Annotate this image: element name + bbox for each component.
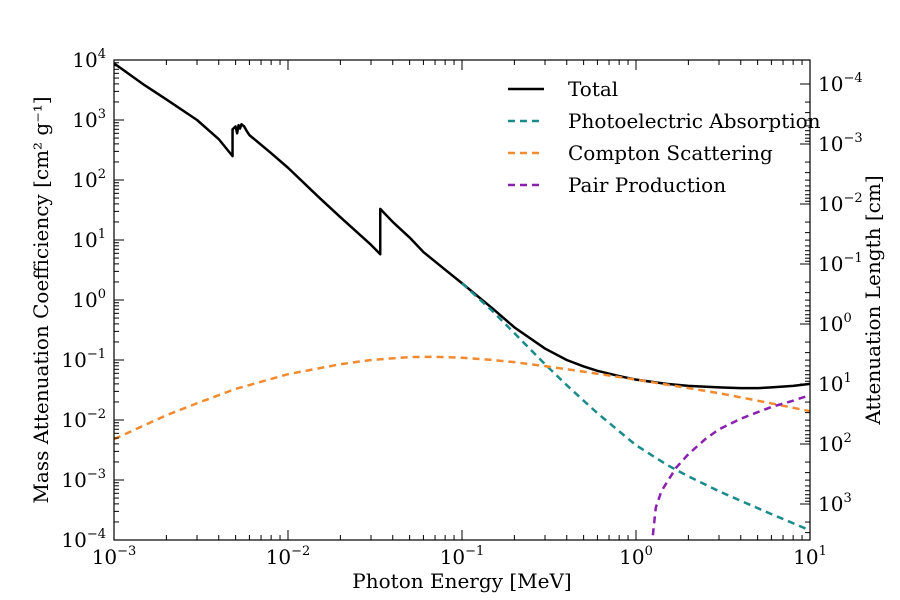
x-tick-label: 10−2 — [266, 544, 311, 569]
y-tick-label: 10−2 — [61, 407, 106, 432]
x-axis-title: Photon Energy [MeV] — [352, 569, 571, 593]
ticks-layer: 10−3 10−2 10−1 100 10110−410−310−210−1100101… — [61, 47, 862, 569]
x-tick-label: 10−1 — [440, 544, 485, 569]
legend-label: Compton Scattering — [568, 141, 773, 165]
x-tick-label: 10−3 — [92, 544, 137, 569]
y-tick-label: 103 — [72, 107, 106, 132]
y-tick-label: 101 — [72, 227, 106, 252]
y-tick-label: 102 — [72, 167, 106, 192]
y-tick-label: 10−1 — [61, 347, 106, 372]
x-tick-label: 101 — [793, 544, 827, 569]
series-layer — [114, 62, 810, 536]
y-right-tick-label: 10−3 — [818, 131, 863, 156]
legend-label: Pair Production — [568, 173, 726, 197]
y-tick-label: 104 — [72, 47, 106, 72]
y-tick-label: 10−3 — [61, 467, 106, 492]
series-line-3 — [651, 393, 810, 536]
y-right-tick-label: 10−2 — [818, 191, 863, 216]
x-tick-label: 100 — [619, 544, 653, 569]
y-tick-label: 10−4 — [61, 527, 106, 552]
y-right-tick-label: 10−4 — [818, 71, 863, 96]
y-right-tick-label: 100 — [818, 311, 852, 336]
y-axis-title: Mass Attenuation Coefficiency [cm² g⁻¹] — [29, 96, 53, 503]
legend: Total Photoelectric Absorption Compton Sca… — [508, 77, 821, 197]
series-line-2 — [114, 355, 810, 441]
legend-label: Total — [568, 77, 618, 101]
y-right-tick-label: 101 — [818, 371, 852, 396]
y-right-tick-label: 102 — [818, 431, 852, 456]
plot-frame — [113, 59, 811, 541]
legend-label: Photoelectric Absorption — [568, 109, 821, 133]
y-right-tick-label: 10−1 — [818, 251, 863, 276]
y-right-axis-title: Attenuation Length [cm] — [861, 175, 885, 425]
series-line-1 — [461, 282, 810, 532]
y-right-tick-label: 103 — [818, 491, 852, 516]
y-tick-label: 100 — [72, 287, 106, 312]
